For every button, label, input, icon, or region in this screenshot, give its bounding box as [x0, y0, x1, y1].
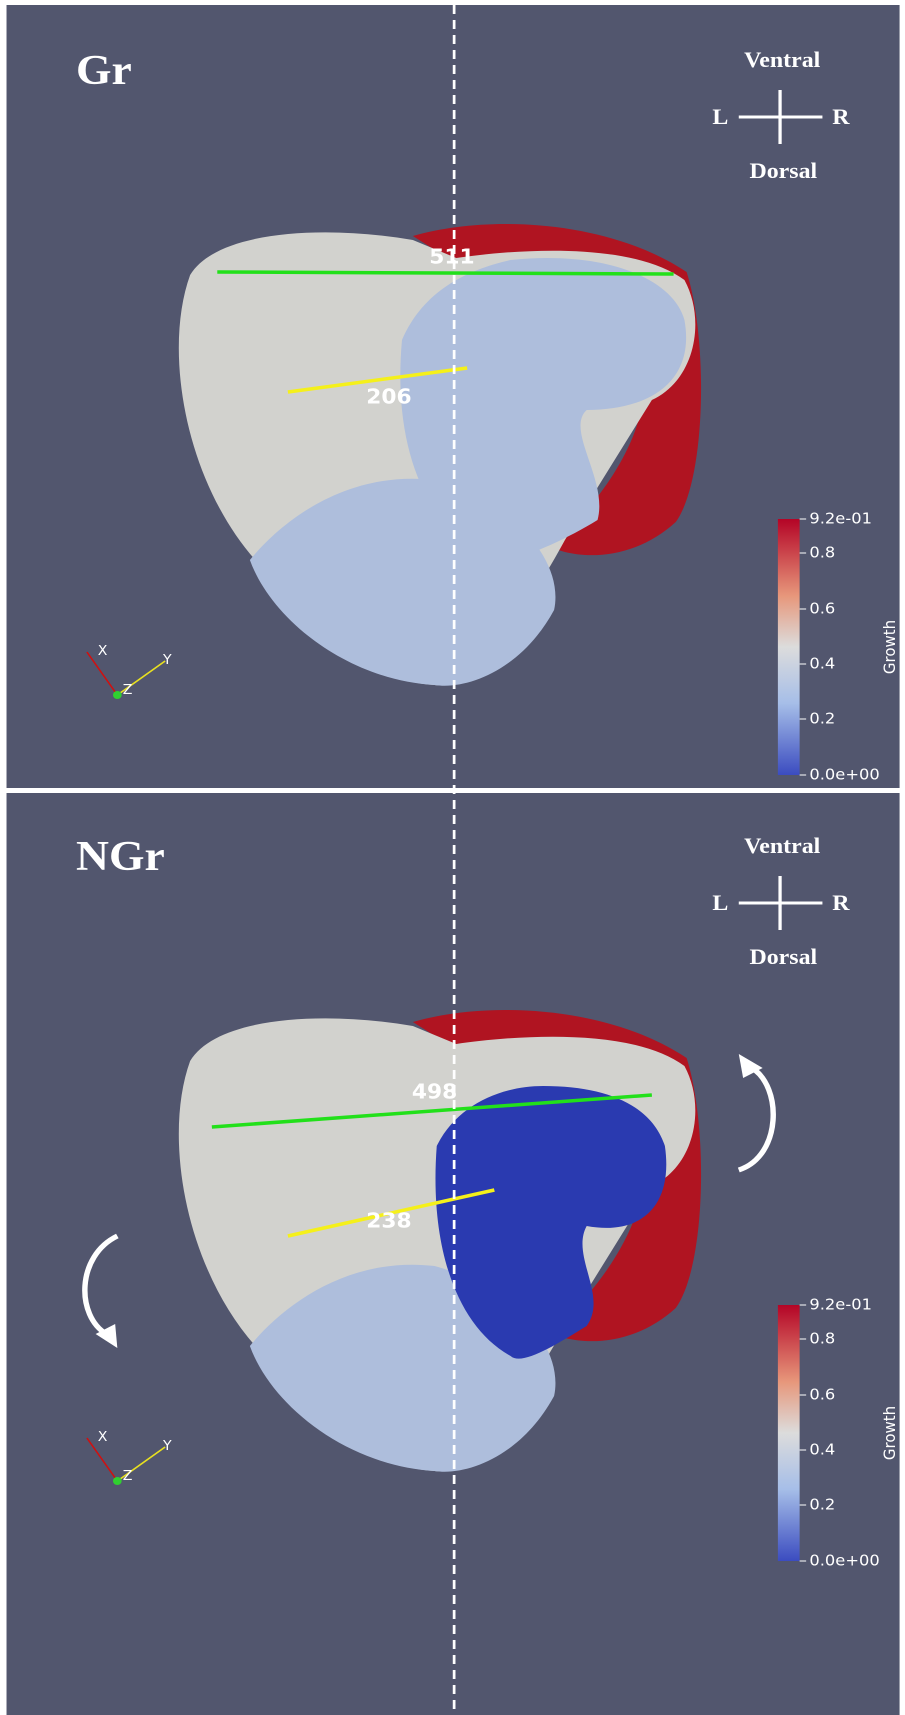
colorbar-label: 0.0e+00: [809, 1551, 879, 1569]
orientation-label: Dorsal: [749, 945, 817, 969]
axis-z: [113, 691, 122, 699]
colorbar-label: 0.4: [809, 1440, 835, 1458]
colorbar-label: 0.6: [809, 1385, 835, 1403]
colorbar-title: Growth: [880, 620, 900, 674]
colorbar-label: 0.2: [809, 1495, 835, 1513]
colorbar-label: 9.2e-01: [809, 509, 872, 527]
colorbar: [778, 519, 800, 775]
colorbar-label: 0.4: [809, 654, 835, 672]
colorbar-label: 9.2e-01: [809, 1295, 872, 1313]
measurement: 206: [366, 386, 411, 409]
colorbar-label: 0.8: [809, 543, 835, 561]
ruler: [217, 272, 673, 274]
colorbar-label: 0.8: [809, 1329, 835, 1347]
axis-label: X: [98, 643, 108, 658]
orientation-label: L: [712, 105, 728, 129]
panel-label: NGr: [76, 834, 165, 880]
orientation-label: R: [832, 105, 850, 129]
axis-label: Y: [162, 652, 172, 667]
measurement: 238: [366, 1210, 411, 1233]
orientation-label: R: [832, 891, 850, 915]
orientation-label: Ventral: [744, 834, 820, 858]
screenshot: 511 206 Gr Ventral L R Dorsal X Y Z 9.2e-01 0.8 0.6 0…: [0, 0, 905, 1715]
panel-label: Gr: [76, 48, 132, 94]
colorbar-label: 0.2: [809, 709, 835, 727]
axis-label: X: [98, 1429, 108, 1444]
axis-z: [113, 1477, 122, 1485]
colorbar-label: 0.0e+00: [809, 765, 879, 783]
axis-label: Z: [123, 1468, 133, 1483]
orientation-label: Ventral: [744, 48, 820, 72]
orientation-label: L: [712, 891, 728, 915]
colorbar: [778, 1305, 800, 1561]
axis-label: Y: [162, 1438, 172, 1453]
axis-label: Z: [123, 682, 133, 697]
measurement: 511: [429, 246, 474, 269]
colorbar-title: Growth: [880, 1406, 900, 1460]
measurement: 498: [412, 1081, 457, 1104]
orientation-label: Dorsal: [749, 159, 817, 183]
colorbar-label: 0.6: [809, 599, 835, 617]
